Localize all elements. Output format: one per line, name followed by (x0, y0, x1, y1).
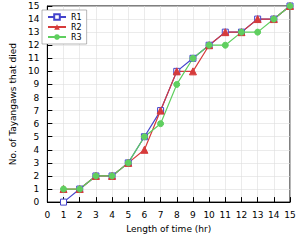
svg-text:15: 15 (28, 1, 39, 11)
svg-text:Length of time (hr): Length of time (hr) (126, 224, 211, 234)
svg-text:No. of Tayangaws that died: No. of Tayangaws that died (8, 43, 18, 165)
svg-text:5: 5 (125, 210, 131, 220)
svg-text:13: 13 (28, 27, 39, 37)
svg-text:1: 1 (34, 184, 40, 194)
svg-text:R2: R2 (71, 23, 82, 32)
svg-text:11: 11 (220, 210, 231, 220)
svg-text:5: 5 (34, 132, 40, 142)
svg-text:12: 12 (28, 40, 39, 50)
svg-text:10: 10 (203, 210, 215, 220)
svg-text:R3: R3 (71, 33, 82, 42)
svg-text:8: 8 (34, 93, 40, 103)
svg-text:14: 14 (28, 14, 40, 24)
svg-text:9: 9 (34, 79, 40, 89)
svg-text:2: 2 (77, 210, 83, 220)
svg-text:2: 2 (34, 171, 40, 181)
svg-text:R1: R1 (71, 13, 82, 22)
svg-text:15: 15 (284, 210, 295, 220)
svg-text:0: 0 (44, 210, 50, 220)
svg-text:1: 1 (61, 210, 67, 220)
svg-text:6: 6 (34, 119, 40, 129)
svg-text:9: 9 (190, 210, 196, 220)
svg-text:0: 0 (34, 197, 40, 207)
svg-text:10: 10 (28, 66, 40, 76)
svg-text:7: 7 (34, 106, 40, 116)
svg-text:12: 12 (236, 210, 247, 220)
svg-text:6: 6 (142, 210, 148, 220)
svg-text:8: 8 (174, 210, 180, 220)
svg-text:3: 3 (93, 210, 99, 220)
svg-text:14: 14 (268, 210, 280, 220)
svg-text:4: 4 (34, 145, 40, 155)
svg-text:4: 4 (109, 210, 115, 220)
svg-text:11: 11 (28, 53, 39, 63)
svg-text:3: 3 (34, 158, 40, 168)
svg-text:13: 13 (252, 210, 263, 220)
svg-text:7: 7 (158, 210, 164, 220)
